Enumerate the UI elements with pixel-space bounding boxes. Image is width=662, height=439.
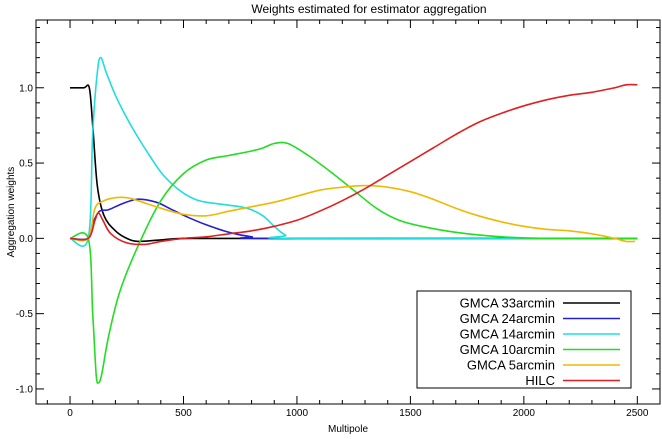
- x-tick-label: 0: [67, 408, 73, 419]
- x-tick-label: 1500: [399, 408, 422, 419]
- x-tick-label: 1000: [286, 408, 309, 419]
- legend-label: GMCA 14arcmin: [460, 327, 555, 342]
- legend-label: GMCA 10arcmin: [460, 342, 555, 357]
- series-line-0: [70, 84, 638, 243]
- series-line-4: [69, 184, 636, 243]
- x-axis-label: Multipole: [328, 424, 368, 435]
- x-tick-label: 500: [175, 408, 192, 419]
- y-tick-label: 0.0: [19, 234, 33, 245]
- y-axis: -1.0 -0.5 0.0 0.5 1.0: [16, 27, 660, 395]
- legend-box: [416, 290, 632, 389]
- legend-label: GMCA 24arcmin: [460, 311, 555, 326]
- series-line-1: [69, 198, 638, 241]
- series-layer: [69, 56, 638, 384]
- y-tick-label: 0.5: [19, 159, 33, 170]
- legend-label: HILC: [525, 373, 555, 388]
- series-line-2: [69, 56, 638, 247]
- legend-label: GMCA 5arcmin: [467, 358, 555, 373]
- x-tick-label: 2500: [626, 408, 649, 419]
- plot-frame: [35, 19, 661, 405]
- x-axis: 0 500 1000 1500 2000 2500: [46, 20, 661, 419]
- y-tick-label: -1.0: [16, 384, 34, 395]
- y-tick-label: 1.0: [19, 83, 33, 94]
- series-line-5: [69, 83, 638, 246]
- series-line-3: [69, 141, 638, 384]
- y-tick-label: -0.5: [16, 309, 34, 320]
- x-tick-label: 2000: [513, 408, 536, 419]
- chart-title: Weights estimated for estimator aggregat…: [251, 2, 486, 16]
- legend-label: GMCA 33arcmin: [460, 296, 555, 311]
- y-axis-label: Aggregation weights: [6, 167, 17, 258]
